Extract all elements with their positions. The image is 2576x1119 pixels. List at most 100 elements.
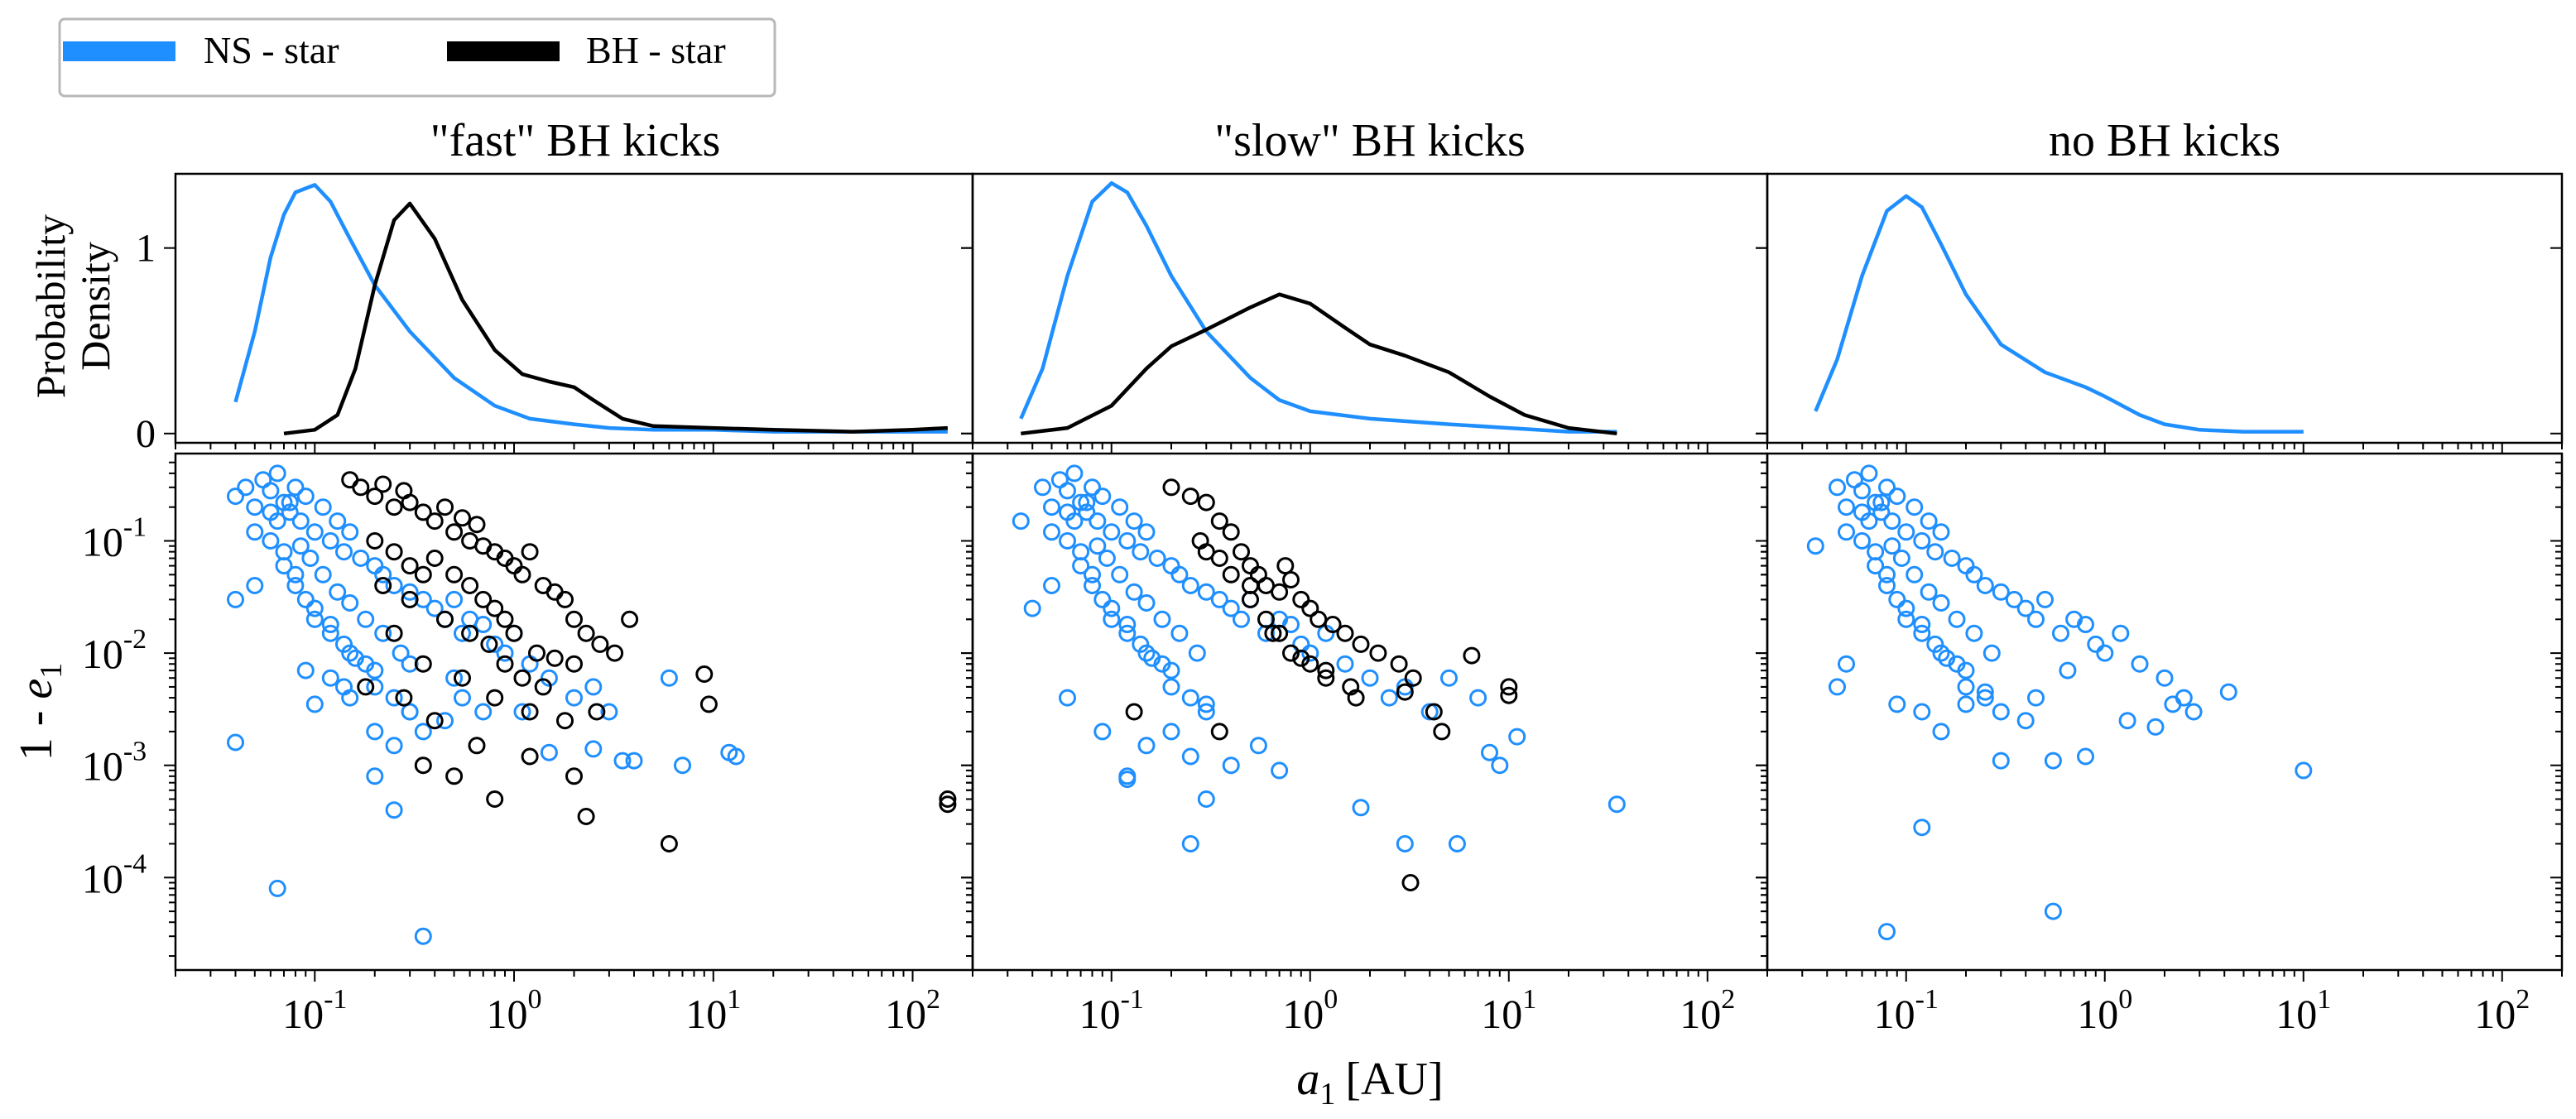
scatter-y-tick-label: 10-3 xyxy=(82,737,147,790)
scatter-point-bh xyxy=(1222,565,1240,584)
scatter-point-ns xyxy=(2027,610,2045,628)
kde-y-tick-label: 0 xyxy=(136,412,156,456)
scatter-point-bh xyxy=(1396,683,1414,701)
scatter-point-bh xyxy=(1301,599,1319,617)
scatter-point-bh xyxy=(425,550,444,567)
scatter-point-ns xyxy=(2044,902,2062,920)
scatter-point-ns xyxy=(1162,557,1180,575)
x-tick-label: 10-1 xyxy=(1079,984,1144,1037)
scatter-point-ns xyxy=(613,752,632,770)
scatter-point-bh xyxy=(425,712,444,730)
scatter-point-bh xyxy=(1191,532,1209,550)
scatter-point-ns xyxy=(1806,537,1824,555)
scatter-point-ns xyxy=(357,610,375,628)
scatter-point-ns xyxy=(1084,565,1101,584)
scatter-point-bh xyxy=(939,795,957,814)
scatter-point-ns xyxy=(496,644,514,662)
scatter-point-ns xyxy=(1380,689,1398,707)
scatter-point-ns xyxy=(1853,532,1871,550)
scatter-point-ns xyxy=(1508,728,1526,746)
scatter-point-ns xyxy=(305,523,324,541)
scatter-point-bh xyxy=(1292,649,1310,667)
scatter-point-ns xyxy=(1957,661,1975,680)
scatter-point-ns xyxy=(1913,624,1931,642)
scatter-point-ns xyxy=(1043,498,1060,516)
scatter-point-ns xyxy=(625,752,643,770)
scatter-point-ns xyxy=(227,487,244,506)
scatter-point-ns xyxy=(1132,543,1150,561)
scatter-point-bh xyxy=(513,565,531,584)
scatter-point-bh xyxy=(545,583,564,601)
x-tick-label: 102 xyxy=(2474,984,2530,1037)
scatter-point-ns xyxy=(286,577,305,594)
scatter-point-ns xyxy=(1181,747,1199,766)
scatter-point-bh xyxy=(414,756,432,775)
scatter-point-ns xyxy=(1361,669,1379,687)
scatter-point-ns xyxy=(227,590,244,608)
scatter-point-ns xyxy=(1469,689,1487,707)
x-tick-label: 100 xyxy=(1282,984,1338,1037)
scatter-point-ns xyxy=(335,543,353,561)
scatter-point-ns xyxy=(374,624,392,642)
scatter-point-ns xyxy=(2112,624,2130,642)
scatter-point-ns xyxy=(314,565,332,584)
scatter-point-bh xyxy=(1210,723,1228,741)
x-tick-label: 10-1 xyxy=(282,984,347,1037)
scatter-point-bh xyxy=(374,475,392,493)
scatter-point-ns xyxy=(1957,678,1975,696)
scatter-point-ns xyxy=(1913,819,1931,837)
scatter-point-bh xyxy=(1264,624,1282,642)
scatter-point-bh xyxy=(577,808,595,825)
scatter-point-ns xyxy=(401,703,419,721)
scatter-point-ns xyxy=(1271,761,1289,780)
scatter-point-bh xyxy=(445,523,464,541)
scatter-point-ns xyxy=(1043,577,1060,594)
scatter-point-bh xyxy=(357,678,375,696)
scatter-point-ns xyxy=(436,712,454,730)
scatter-point-ns xyxy=(385,689,403,707)
scatter-point-ns xyxy=(1125,583,1143,601)
scatter-point-ns xyxy=(1829,678,1846,696)
scatter-point-ns xyxy=(341,644,359,662)
scatter-point-bh xyxy=(496,655,514,673)
scatter-point-ns xyxy=(254,471,272,489)
scatter-point-ns xyxy=(1153,610,1171,628)
scatter-point-ns xyxy=(1034,478,1051,497)
x-tick-label: 101 xyxy=(685,984,741,1037)
scatter-point-bh xyxy=(445,767,464,785)
scatter-point-ns xyxy=(1078,503,1096,521)
scatter-point-ns xyxy=(268,512,286,531)
scatter-point-ns xyxy=(1878,478,1896,497)
scatter-point-ns xyxy=(1093,487,1112,506)
scatter-point-ns xyxy=(1137,644,1156,662)
scatter-point-bh xyxy=(621,610,639,628)
scatter-point-bh xyxy=(414,503,432,521)
scatter-point-ns xyxy=(262,482,280,500)
scatter-point-ns xyxy=(1965,565,1983,584)
scatter-point-bh xyxy=(454,669,471,687)
legend-swatch-bh xyxy=(447,41,560,61)
panel-column-1: 10-1 100 101 102 xyxy=(961,172,1769,1037)
scatter-point-bh xyxy=(1317,661,1335,680)
scatter-point-ns xyxy=(1162,723,1180,741)
scatter-point-ns xyxy=(1162,661,1180,680)
scatter-point-ns xyxy=(1992,703,2010,721)
scatter-point-ns xyxy=(1084,478,1101,497)
scatter-point-ns xyxy=(1938,649,1956,667)
scatter-point-bh xyxy=(414,655,432,673)
scatter-point-bh xyxy=(468,516,486,534)
scatter-point-ns xyxy=(1059,482,1076,500)
scatter-point-ns xyxy=(1301,644,1319,662)
top-ylabel-line1: Probability xyxy=(27,214,74,398)
scatter-y-tick-label: 10-2 xyxy=(82,624,147,677)
scatter-point-ns xyxy=(1829,478,1846,497)
scatter-point-ns xyxy=(1197,703,1215,721)
scatter-point-ns xyxy=(2077,616,2094,633)
scatter-point-bh xyxy=(1125,703,1143,721)
scatter-point-ns xyxy=(1867,543,1885,561)
scatter-point-ns xyxy=(286,478,305,497)
shared-xlabel: a1 [AU] xyxy=(1296,1054,1443,1112)
scatter-point-ns xyxy=(1926,635,1944,653)
kde-y-tick-label: 1 xyxy=(136,227,156,271)
